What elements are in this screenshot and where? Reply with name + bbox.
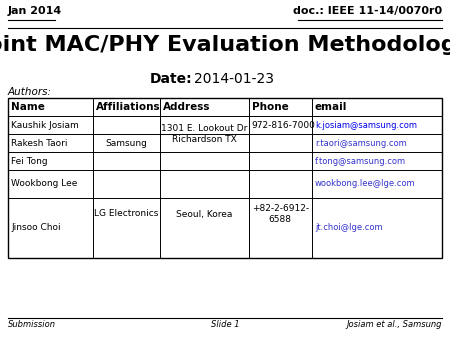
Text: Jinsoo Choi: Jinsoo Choi	[11, 223, 61, 233]
Text: Seoul, Korea: Seoul, Korea	[176, 210, 233, 218]
Text: Wookbong Lee: Wookbong Lee	[11, 179, 77, 189]
Bar	[8, 98, 442, 258]
Text: wookbong.lee@lge.com: wookbong.lee@lge.com	[315, 179, 415, 189]
Text: 972-816-7000: 972-816-7000	[252, 121, 316, 129]
Text: Address: Address	[163, 102, 211, 112]
Text: Fei Tong: Fei Tong	[11, 156, 48, 166]
Text: Authors:: Authors:	[8, 87, 52, 97]
Text: doc.: IEEE 11-14/0070r0: doc.: IEEE 11-14/0070r0	[293, 6, 442, 16]
Text: email: email	[315, 102, 347, 112]
Text: 2014-01-23: 2014-01-23	[194, 72, 274, 86]
Text: Slide 1: Slide 1	[211, 320, 239, 329]
Text: r.taori@samsung.com: r.taori@samsung.com	[315, 139, 406, 147]
Text: Phone: Phone	[252, 102, 288, 112]
Text: 1301 E. Lookout Dr
Richardson TX: 1301 E. Lookout Dr Richardson TX	[161, 124, 248, 144]
Text: k.josiam@samsung.com: k.josiam@samsung.com	[315, 121, 417, 129]
Text: Jan 2014: Jan 2014	[8, 6, 62, 16]
Text: Date:: Date:	[149, 72, 192, 86]
Text: Samsung: Samsung	[105, 139, 147, 147]
Text: Rakesh Taori: Rakesh Taori	[11, 139, 68, 147]
Text: Affiliations: Affiliations	[96, 102, 160, 112]
Text: LG Electronics: LG Electronics	[94, 210, 158, 218]
Text: Name: Name	[11, 102, 45, 112]
Text: Josiam et al., Samsung: Josiam et al., Samsung	[346, 320, 442, 329]
Text: Joint MAC/PHY Evaluation Methodology: Joint MAC/PHY Evaluation Methodology	[0, 35, 450, 55]
Text: jt.choi@lge.com: jt.choi@lge.com	[315, 223, 382, 233]
Text: +82-2-6912-
6588: +82-2-6912- 6588	[252, 204, 309, 224]
Text: Kaushik Josiam: Kaushik Josiam	[11, 121, 79, 129]
Text: f.tong@samsung.com: f.tong@samsung.com	[315, 156, 406, 166]
Text: Submission: Submission	[8, 320, 56, 329]
